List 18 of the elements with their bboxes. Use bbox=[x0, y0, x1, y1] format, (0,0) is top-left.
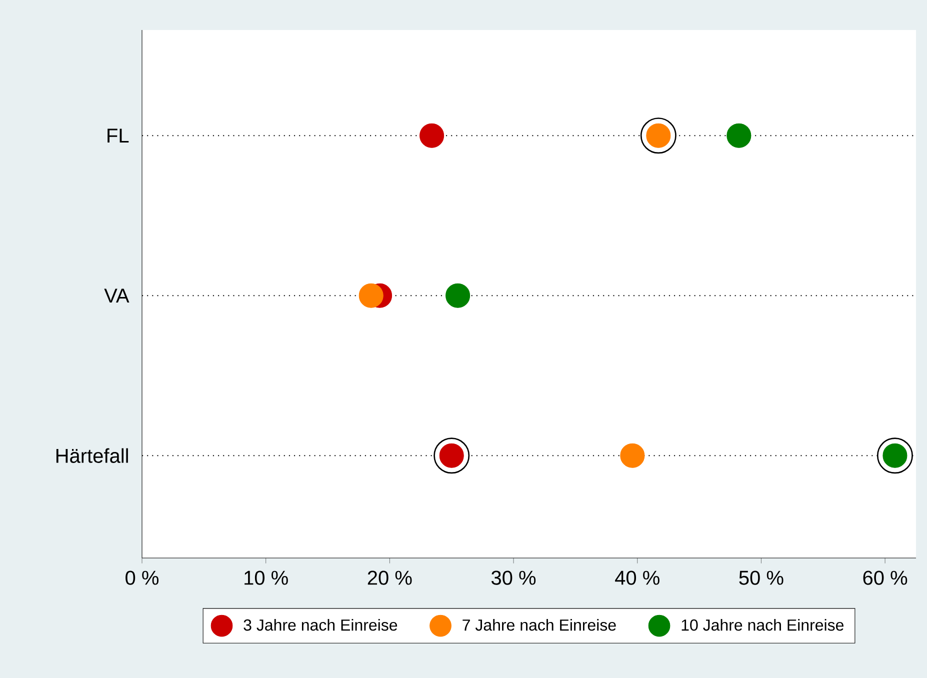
y-tick-label: VA bbox=[104, 288, 130, 302]
y-tick-label: Härtefall bbox=[56, 448, 128, 463]
x-tick-label: 20 % bbox=[368, 570, 412, 585]
legend-label: 7 Jahre nach Einreise bbox=[462, 618, 616, 631]
point bbox=[620, 443, 645, 468]
legend-label: 10 Jahre nach Einreise bbox=[682, 618, 844, 631]
legend-label: 3 Jahre nach Einreise bbox=[244, 618, 398, 631]
point bbox=[446, 283, 470, 308]
y-tick-label: FL bbox=[108, 128, 129, 142]
point bbox=[358, 283, 384, 308]
point bbox=[420, 123, 444, 148]
x-tick-label: 10 % bbox=[244, 570, 288, 585]
x-tick-label: 60 % bbox=[863, 570, 908, 585]
x-tick-label: 0 % bbox=[126, 570, 158, 585]
x-tick-label: 40 % bbox=[615, 570, 660, 585]
x-tick-label: 30 % bbox=[491, 570, 536, 585]
point bbox=[726, 123, 752, 148]
x-tick-label: 50 % bbox=[739, 570, 784, 585]
